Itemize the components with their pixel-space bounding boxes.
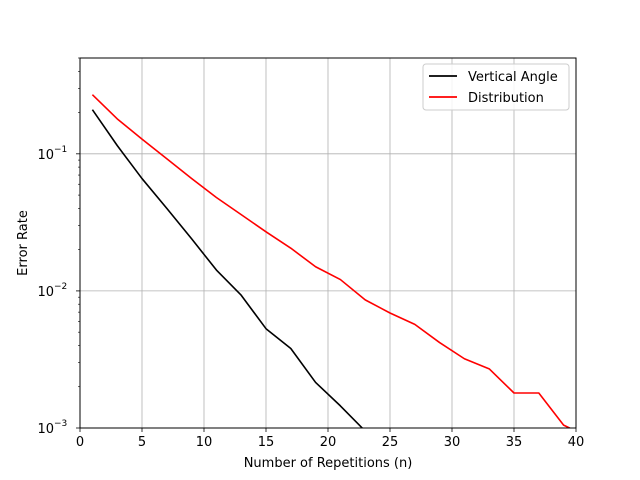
x-tick-label: 35 xyxy=(506,435,523,450)
series-line-distribution xyxy=(91,94,572,428)
x-tick-label: 25 xyxy=(382,435,399,450)
legend-label-vertical-angle: Vertical Angle xyxy=(468,70,558,85)
x-tick-label: 10 xyxy=(196,435,213,450)
y-axis-label: Error Rate xyxy=(16,210,31,276)
y-tick-base: 10 xyxy=(37,285,54,300)
y-tick-exponent: −3 xyxy=(54,419,67,429)
series-line-vertical-angle xyxy=(91,109,364,428)
x-tick-label: 20 xyxy=(320,435,337,450)
series-lines xyxy=(91,94,572,428)
x-tick-label: 40 xyxy=(568,435,585,450)
legend: Vertical Angle Distribution xyxy=(422,63,570,111)
x-tick-label: 30 xyxy=(444,435,461,450)
y-tick-label: 10 −3 xyxy=(37,419,67,437)
legend-label-distribution: Distribution xyxy=(468,91,544,106)
x-axis-label: Number of Repetitions (n) xyxy=(244,456,413,471)
y-tick-base: 10 xyxy=(37,148,54,163)
y-tick-exponent: −1 xyxy=(54,145,67,155)
y-tick-base: 10 xyxy=(37,422,54,437)
y-tick-label: 10 −1 xyxy=(37,145,67,163)
x-tick-label: 5 xyxy=(138,435,146,450)
x-tick-label: 15 xyxy=(258,435,275,450)
y-tick-exponent: −2 xyxy=(54,282,67,292)
y-tick-label: 10 −2 xyxy=(37,282,67,300)
x-tick-label: 0 xyxy=(76,435,84,450)
legend-box xyxy=(422,63,570,111)
